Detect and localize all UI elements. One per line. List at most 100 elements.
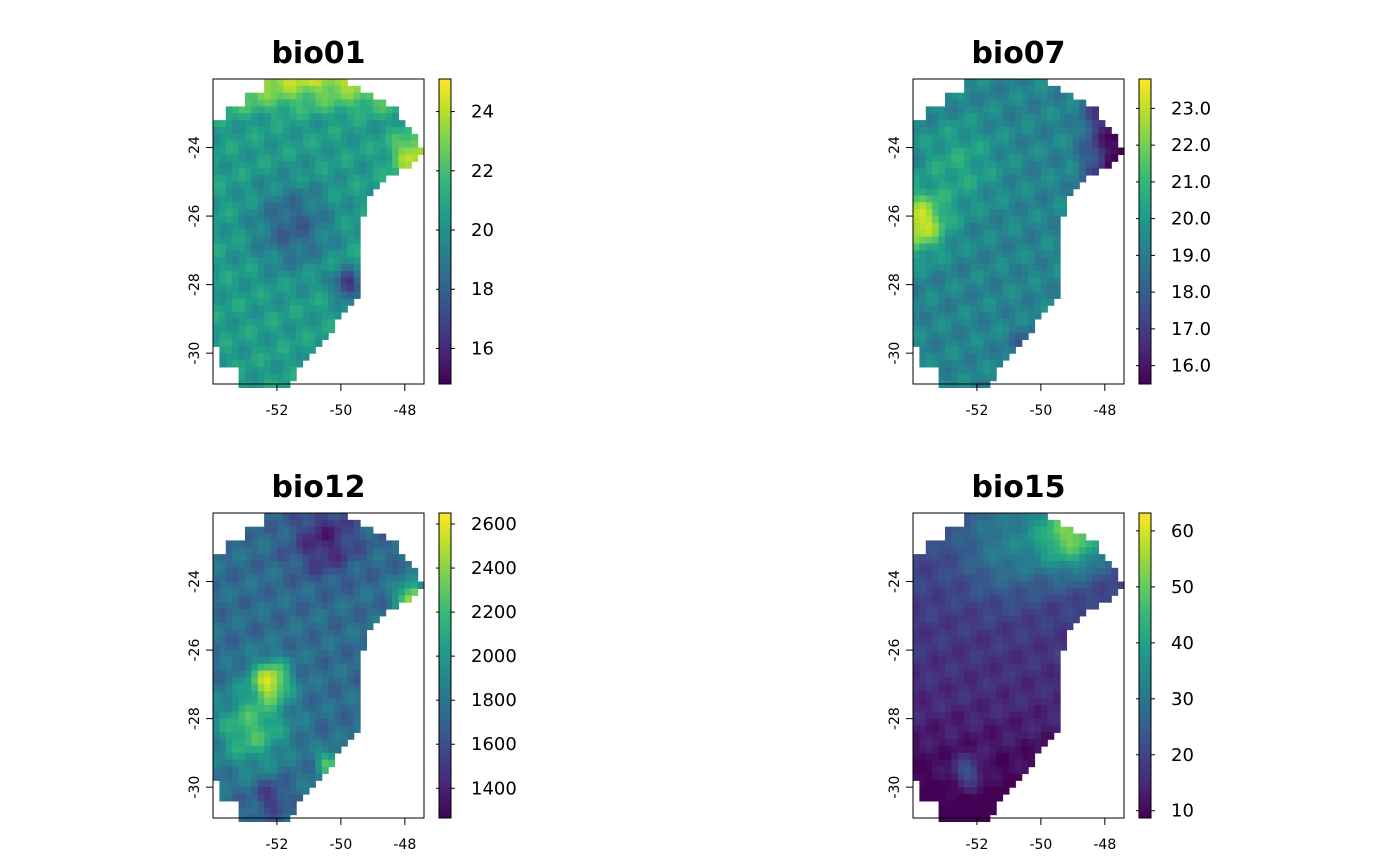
raster-cell bbox=[932, 615, 940, 624]
raster-cell bbox=[257, 291, 265, 299]
raster-cell bbox=[225, 120, 233, 128]
raster-cell bbox=[219, 711, 227, 720]
raster-cell bbox=[257, 120, 265, 128]
raster-cell bbox=[1002, 85, 1010, 94]
raster-cell bbox=[328, 595, 336, 603]
raster-cell bbox=[932, 684, 940, 692]
raster-cell bbox=[1098, 126, 1106, 135]
raster-cell bbox=[244, 725, 252, 733]
raster-cell bbox=[1040, 636, 1048, 644]
raster-cell bbox=[321, 291, 329, 299]
raster-cell bbox=[308, 533, 316, 542]
raster-cell bbox=[1015, 270, 1023, 279]
raster-cell bbox=[340, 202, 348, 210]
raster-cell bbox=[1040, 602, 1048, 610]
raster-cell bbox=[925, 174, 933, 183]
raster-cell bbox=[225, 704, 233, 713]
raster-cell bbox=[957, 725, 965, 733]
raster-cell bbox=[296, 236, 304, 245]
raster-cell bbox=[1028, 188, 1036, 197]
raster-cell bbox=[932, 574, 940, 583]
raster-cell bbox=[1040, 554, 1048, 562]
raster-cell bbox=[1021, 554, 1029, 562]
raster-cell bbox=[1021, 140, 1029, 149]
raster-cell bbox=[1015, 120, 1023, 128]
raster-cell bbox=[932, 106, 940, 114]
colorbar-label: 50 bbox=[1171, 577, 1194, 598]
raster-cell bbox=[225, 174, 233, 183]
plot-frame bbox=[212, 78, 425, 385]
raster-cell bbox=[251, 773, 259, 781]
raster-cell bbox=[1072, 581, 1080, 589]
raster-cell bbox=[951, 270, 959, 279]
raster-cell bbox=[353, 670, 361, 679]
raster-cell bbox=[989, 154, 997, 162]
raster-cell bbox=[283, 732, 291, 740]
raster-cell bbox=[925, 353, 933, 361]
raster-cell bbox=[1034, 298, 1042, 306]
raster-cell bbox=[919, 133, 927, 142]
raster-cell bbox=[213, 629, 220, 637]
raster-cell bbox=[1028, 99, 1036, 108]
raster-cell bbox=[989, 126, 997, 135]
raster-cell bbox=[251, 120, 259, 128]
raster-cell bbox=[1040, 106, 1048, 114]
raster-cell bbox=[1047, 126, 1055, 135]
raster-cell bbox=[308, 120, 316, 128]
raster-cell bbox=[951, 533, 959, 542]
raster-cell bbox=[219, 318, 227, 327]
raster-cell bbox=[1040, 698, 1048, 706]
raster-cell bbox=[938, 608, 946, 617]
raster-cell bbox=[347, 725, 355, 733]
raster-cell bbox=[1053, 209, 1061, 217]
raster-cell bbox=[970, 766, 978, 775]
raster-cell bbox=[213, 698, 220, 706]
raster-cell bbox=[232, 780, 240, 788]
raster-cell bbox=[996, 339, 1004, 347]
raster-cell bbox=[270, 270, 278, 279]
raster-cell bbox=[232, 284, 240, 293]
raster-cell bbox=[925, 704, 933, 713]
raster-cell bbox=[328, 602, 336, 610]
raster-cell bbox=[264, 656, 272, 665]
raster-cell bbox=[264, 85, 272, 94]
raster-cell bbox=[289, 547, 297, 555]
raster-cell bbox=[308, 85, 316, 94]
raster-cell bbox=[996, 298, 1004, 306]
raster-cell bbox=[225, 547, 233, 555]
raster-cell bbox=[334, 588, 342, 596]
raster-cell bbox=[379, 574, 387, 583]
raster-cell bbox=[251, 547, 259, 555]
raster-cell bbox=[976, 133, 984, 142]
raster-cell bbox=[970, 99, 978, 108]
raster-cell bbox=[1111, 147, 1119, 155]
raster-cell bbox=[932, 346, 940, 354]
raster-cell bbox=[379, 547, 387, 555]
raster-cell bbox=[1098, 588, 1106, 596]
raster-cell bbox=[913, 677, 920, 685]
colorbar bbox=[1138, 512, 1152, 819]
raster-cell bbox=[996, 181, 1004, 190]
raster-cell bbox=[944, 346, 952, 354]
raster-cell bbox=[315, 513, 323, 521]
raster-cell bbox=[289, 92, 297, 101]
raster-cell bbox=[1040, 257, 1048, 265]
raster-cell bbox=[302, 533, 310, 542]
raster-cell bbox=[283, 746, 291, 754]
raster-cell bbox=[238, 711, 246, 720]
raster-cell bbox=[976, 277, 984, 286]
raster-cell bbox=[340, 574, 348, 583]
raster-cell bbox=[983, 567, 991, 576]
raster-cell bbox=[302, 325, 310, 334]
raster-cell bbox=[321, 766, 329, 775]
raster-cell bbox=[996, 787, 1004, 795]
raster-cell bbox=[257, 725, 265, 733]
raster-cell bbox=[264, 519, 272, 528]
plot-frame bbox=[912, 512, 1125, 819]
raster-cell bbox=[340, 602, 348, 610]
raster-cell bbox=[225, 195, 233, 203]
raster-cell bbox=[1092, 595, 1100, 603]
raster-cell bbox=[1040, 85, 1048, 94]
raster-cell bbox=[251, 92, 259, 101]
raster-cell bbox=[340, 554, 348, 562]
